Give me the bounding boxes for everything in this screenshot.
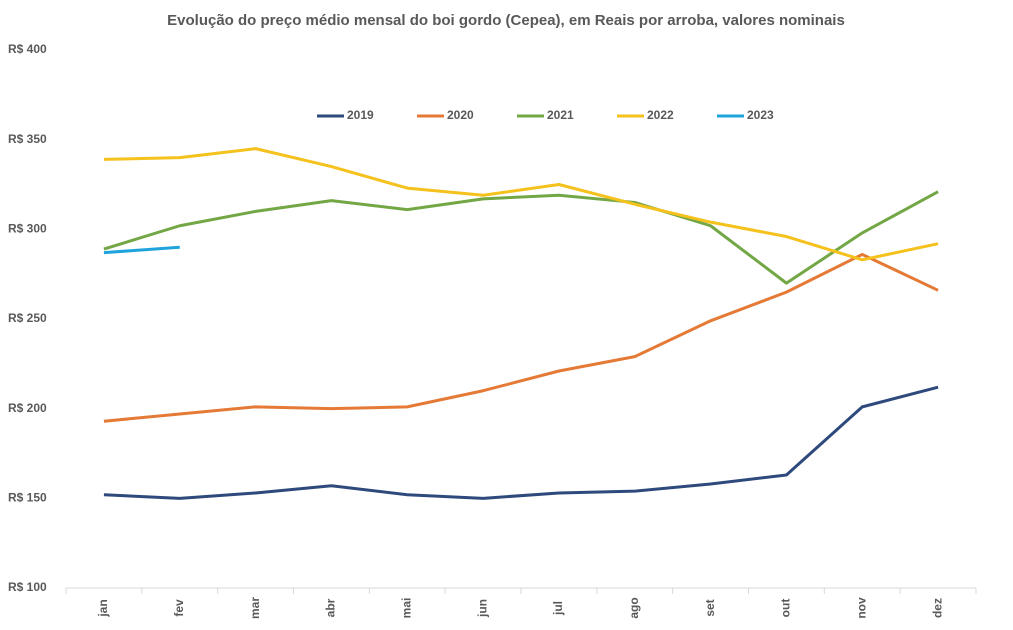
series-line [103,147,939,262]
x-tick-label: ago [627,597,641,618]
legend-label: 2022 [647,108,674,122]
x-tick-label: fev [172,599,186,617]
series-line [103,245,180,255]
y-tick-label: R$ 200 [8,401,47,415]
x-tick-label: jul [551,601,565,616]
legend-label: 2021 [547,108,574,122]
y-tick-label: R$ 150 [8,491,47,505]
x-tick-label: mai [399,598,413,619]
x-tick-label: out [779,599,793,618]
x-tick-label: jan [96,599,110,617]
x-tick-label: dez [930,598,944,618]
x-tick-label: set [703,599,717,616]
legend-label: 2019 [347,108,374,122]
series-line [103,385,939,500]
series-line [103,252,939,423]
y-tick-label: R$ 250 [8,311,47,325]
legend-label: 2020 [447,108,474,122]
y-tick-label: R$ 100 [8,580,47,594]
x-tick-label: nov [854,597,868,619]
y-tick-label: R$ 300 [8,222,47,236]
legend-label: 2023 [747,108,774,122]
chart-title: Evolução do preço médio mensal do boi go… [167,12,845,29]
y-tick-label: R$ 400 [8,42,47,56]
x-tick-label: jun [475,599,489,618]
x-tick-label: mar [248,597,262,619]
x-tick-label: abr [324,598,338,617]
series-line [103,190,939,285]
y-tick-label: R$ 350 [8,132,47,146]
